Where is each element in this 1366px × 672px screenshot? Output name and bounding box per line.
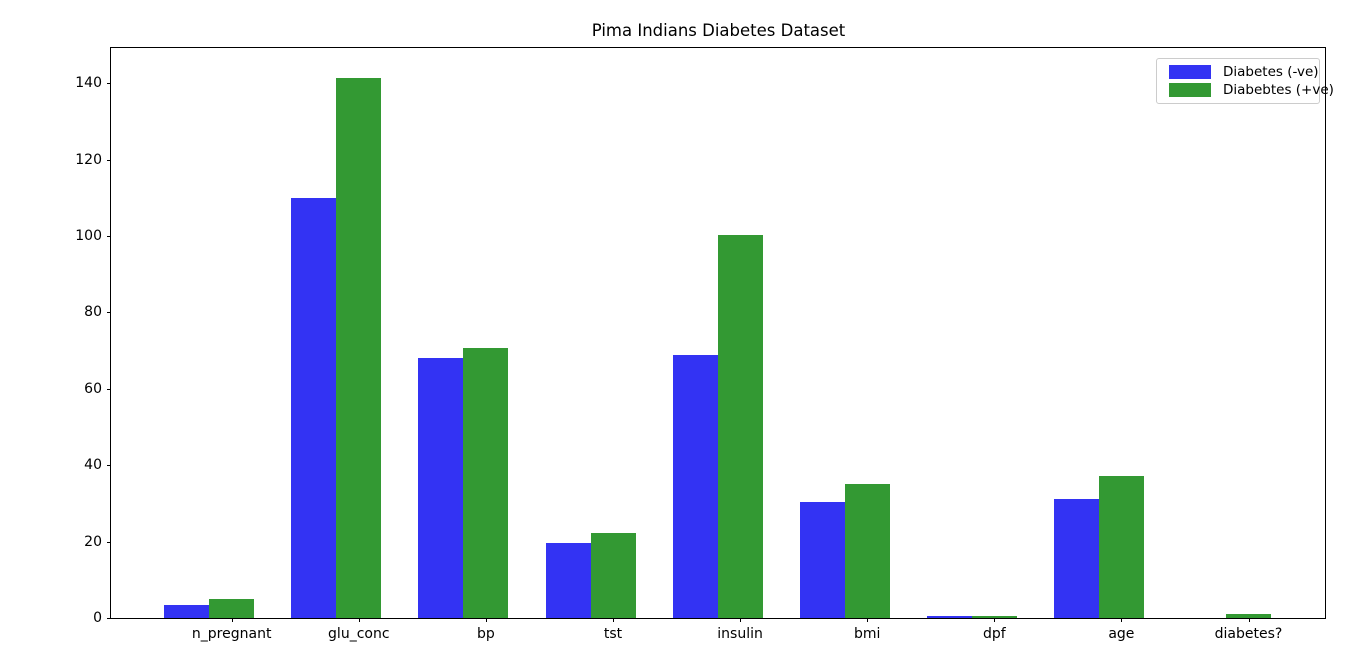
- y-tick-label-60: 60: [84, 380, 102, 397]
- x-tick-mark: [740, 618, 742, 622]
- bar-negative-insulin: [672, 355, 718, 618]
- bar-positive-dpf: [971, 615, 1017, 618]
- legend-swatch-positive-icon: [1169, 83, 1211, 98]
- y-tick-mark: [107, 618, 111, 619]
- legend-label-negative: Diabetes (-ve): [1223, 63, 1319, 80]
- bar-negative-bp: [418, 357, 464, 618]
- x-tick-mark: [1121, 618, 1123, 622]
- bar-positive-glu_conc: [336, 78, 382, 618]
- y-tick-mark: [107, 312, 111, 314]
- legend-label-positive: Diabebtes (+ve): [1223, 82, 1334, 99]
- y-tick-label-0: 0: [93, 610, 102, 626]
- bar-positive-tst: [590, 533, 636, 618]
- y-tick-label-100: 100: [75, 228, 102, 245]
- y-tick-label-40: 40: [84, 457, 102, 474]
- x-tick-mark: [231, 618, 233, 622]
- y-tick-mark: [107, 159, 111, 161]
- x-tick-label-bmi: bmi: [853, 626, 881, 642]
- y-tick-mark: [107, 236, 111, 238]
- x-tick-label-n_pregnant: n_pregnant: [191, 626, 272, 642]
- x-tick-label-bp: bp: [477, 626, 495, 642]
- x-tick-label-dpf: dpf: [982, 626, 1006, 642]
- bar-positive-bp: [463, 347, 509, 618]
- bar-negative-n_pregnant: [164, 605, 210, 618]
- plot-area: [110, 47, 1326, 619]
- bar-negative-dpf: [926, 616, 972, 618]
- x-tick-label-glu_conc: glu_conc: [328, 626, 390, 642]
- bar-positive-age: [1098, 476, 1144, 618]
- chart-title: Pima Indians Diabetes Dataset: [591, 21, 846, 40]
- legend: Diabetes (-ve) Diabebtes (+ve): [1156, 58, 1334, 104]
- bar-negative-glu_conc: [291, 197, 337, 618]
- y-tick-label-120: 120: [75, 151, 102, 168]
- y-tick-label-140: 140: [75, 75, 102, 92]
- x-tick-label-insulin: insulin: [717, 626, 763, 642]
- x-tick-label-age: age: [1108, 626, 1135, 642]
- x-tick-label-tst: tst: [603, 626, 623, 642]
- x-tick-mark: [1248, 618, 1250, 622]
- bar-positive-n_pregnant: [209, 599, 255, 618]
- x-tick-mark: [994, 618, 996, 622]
- bar-negative-tst: [545, 542, 591, 618]
- x-tick-mark: [867, 618, 869, 622]
- y-tick-mark: [107, 465, 111, 467]
- bar-negative-age: [1053, 498, 1099, 618]
- bar-positive-bmi: [844, 483, 890, 618]
- x-tick-mark: [613, 618, 614, 622]
- legend-swatch-negative-icon: [1169, 64, 1211, 79]
- bar-negative-bmi: [799, 502, 845, 618]
- y-tick-mark: [107, 388, 111, 390]
- y-tick-mark: [107, 541, 111, 543]
- x-tick-mark: [485, 618, 487, 622]
- bar-positive-diabetes?: [1226, 614, 1271, 618]
- legend-item-positive: Diabebtes (+ve): [1165, 82, 1334, 98]
- y-tick-mark: [107, 83, 111, 85]
- x-tick-label-diabetes?: diabetes?: [1214, 626, 1283, 642]
- y-tick-label-80: 80: [84, 304, 102, 321]
- bar-positive-insulin: [717, 234, 763, 618]
- x-tick-mark: [358, 618, 360, 622]
- y-tick-label-20: 20: [84, 533, 102, 550]
- legend-item-negative: Diabetes (-ve): [1165, 64, 1319, 80]
